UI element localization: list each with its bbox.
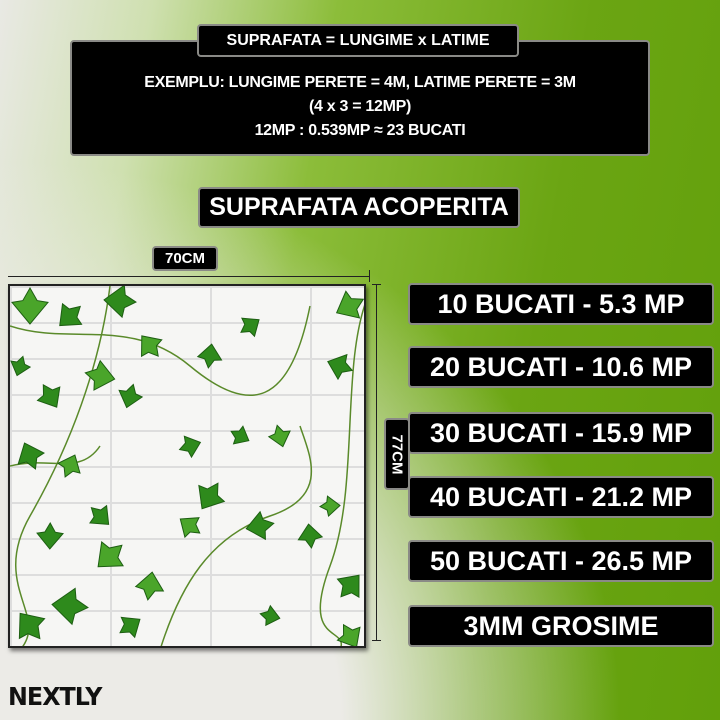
example-line-3: 12MP : 0.539MP ≈ 23 BUCATI — [254, 122, 466, 139]
ivy-leaf — [335, 290, 364, 319]
ivy-leaf — [134, 571, 165, 601]
ivy-leaf — [17, 442, 45, 470]
ivy-leaf — [245, 510, 275, 541]
ivy-leaf — [230, 425, 250, 445]
nextly-logo: NEXTLY — [8, 682, 102, 711]
ivy-leaf — [57, 454, 81, 478]
vine — [10, 305, 311, 397]
size-option-40: 40 BUCATI - 21.2 MP — [408, 476, 714, 518]
height-dimension-tick — [372, 284, 381, 285]
example-line-2: (4 x 3 = 12MP) — [308, 98, 412, 115]
wall-panel-image — [8, 284, 366, 648]
size-option-30: 30 BUCATI - 15.9 MP — [408, 412, 714, 454]
example-box: EXEMPLU: LUNGIME PERETE = 4M, LATIME PER… — [70, 40, 650, 156]
ivy-leaf — [59, 302, 83, 327]
ivy-leaf — [179, 517, 201, 539]
ivy-leaf — [11, 286, 49, 325]
ivy-leaf — [267, 424, 291, 448]
ivy-leaf — [10, 355, 32, 377]
ivy-leaf — [319, 495, 341, 518]
size-option-20: 20 BUCATI - 10.6 MP — [408, 346, 714, 388]
ivy-leaf — [51, 587, 89, 626]
ivy-leaf — [36, 383, 61, 408]
height-label: 77CM — [384, 418, 410, 490]
ivy-leaf — [18, 612, 46, 640]
size-option-10: 10 BUCATI - 5.3 MP — [408, 283, 714, 325]
ivy-leaf — [36, 521, 64, 550]
width-dimension-line — [8, 276, 370, 277]
example-line-1: EXEMPLU: LUNGIME PERETE = 4M, LATIME PER… — [144, 74, 576, 91]
ivy-leaf — [97, 541, 124, 568]
ivy-leaf — [103, 286, 137, 319]
ivy-leaf — [259, 604, 281, 627]
ivy-leaf — [198, 482, 226, 510]
width-label: 70CM — [152, 246, 218, 271]
vine — [160, 425, 312, 646]
coverage-title: SUPRAFATA ACOPERITA — [198, 187, 520, 228]
ivy-leaf — [297, 523, 324, 549]
ivy-leaf — [336, 623, 361, 646]
formula-label: SUPRAFATA = LUNGIME x LATIME — [197, 24, 519, 57]
ivy-leaf — [336, 574, 360, 599]
ivy-leaf — [118, 383, 144, 409]
ivy-leaf — [196, 343, 223, 369]
height-dimension-tick — [372, 640, 381, 641]
ivy-leaf — [84, 359, 116, 391]
width-dimension-tick — [369, 270, 370, 282]
ivy-leaf — [89, 504, 110, 525]
ivy-leaves-illustration — [10, 286, 364, 646]
vine — [319, 305, 364, 646]
height-dimension-line — [376, 284, 377, 640]
ivy-leaf — [141, 335, 163, 358]
thickness-label: 3MM GROSIME — [408, 605, 714, 647]
ivy-leaf — [178, 435, 202, 459]
ivy-leaf — [327, 353, 354, 381]
ivy-leaf — [240, 317, 260, 338]
size-option-50: 50 BUCATI - 26.5 MP — [408, 540, 714, 582]
ivy-leaf — [119, 616, 141, 639]
